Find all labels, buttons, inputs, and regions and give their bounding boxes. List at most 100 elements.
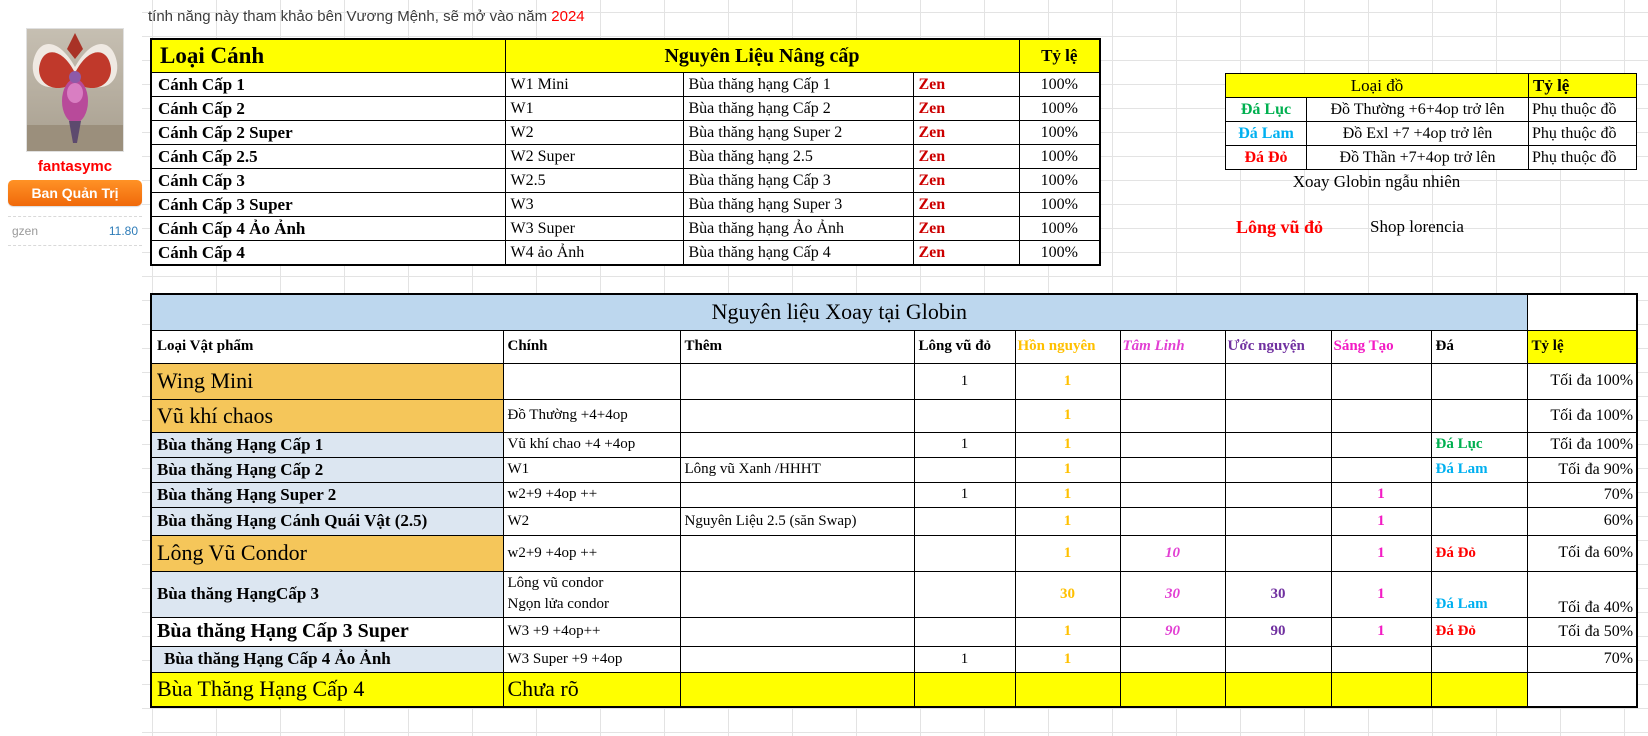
rate: 100%: [1018, 216, 1101, 241]
charm: Bùa thăng hạng 2.5: [682, 144, 914, 169]
craft-table-title-row: Nguyên liệu Xoay tại Globin: [150, 293, 1638, 331]
item-requirement: Đồ Thường +6+4op trở lên: [1306, 97, 1529, 122]
rate: 100%: [1018, 120, 1101, 145]
rate: 100%: [1018, 192, 1101, 217]
wing-name: Cánh Cấp 3 Super: [150, 192, 506, 217]
profile-card: fantasymc Ban Quản Trị gzen 11.80: [8, 28, 142, 246]
random-spin-note: Xoay Globin ngẫu nhiên: [1292, 172, 1461, 191]
table-row: Bùa thăng Hạng Cấp 2 W1 Lông vũ Xanh /HHHT…: [150, 456, 1638, 483]
avatar[interactable]: [26, 28, 124, 152]
currency: Zen: [912, 192, 1020, 217]
stone-name: Đá Lục: [1225, 97, 1307, 122]
table-row: Cánh Cấp 2.5 W2 Super Bùa thăng hạng 2.5 Ze…: [150, 144, 1101, 169]
stone-name: Đá Đỏ: [1225, 145, 1307, 170]
charm: Bùa thăng hạng Cấp 4: [682, 240, 914, 266]
craft-table-header: Loại Vật phẩm Chính Thêm Lông vũ đỏ Hồn …: [150, 329, 1638, 364]
stone-table: Loại đồ Tỷ lệ Đá Lục Đồ Thường +6+4op trở…: [1225, 73, 1637, 170]
item-name: Bùa Thăng Hạng Cấp 4: [150, 671, 504, 708]
item-type-header: Loại đồ: [1225, 73, 1529, 98]
table-row: Đá Lam Đồ Exl +7 +4op trở lên Phụ thuộc đồ: [1225, 121, 1637, 146]
table-row: Cánh Cấp 2 Super W2 Bùa thăng hạng Super 2…: [150, 120, 1101, 145]
item-name: Lông Vũ Condor: [150, 534, 504, 572]
wish-header: Ước nguyện: [1224, 329, 1332, 364]
role-badge: Ban Quản Trị: [8, 180, 142, 206]
item-name: Bùa thăng Hạng Cánh Quái Vật (2.5): [150, 506, 504, 536]
wing-name: Cánh Cấp 3: [150, 168, 506, 193]
wing-name: Cánh Cấp 2: [150, 96, 506, 121]
charm: Bùa thăng hạng Ảo Ảnh: [682, 216, 914, 241]
currency: Zen: [912, 240, 1020, 266]
post-note-year: 2024: [551, 8, 585, 25]
base-wing: W3 Super: [504, 216, 684, 241]
username[interactable]: fantasymc: [37, 158, 113, 175]
currency-value: 11.80: [108, 224, 138, 238]
item-requirement: Đồ Thần +7+4op trở lên: [1306, 145, 1529, 170]
rate-header: Tỷ lệ: [1528, 73, 1637, 98]
currency-row: gzen 11.80: [8, 216, 142, 246]
currency-label: gzen: [12, 224, 39, 238]
base-wing: W4 ảo Ảnh: [504, 240, 684, 266]
item-name: Vũ khí chaos: [150, 398, 504, 433]
charm: Bùa thăng hạng Cấp 1: [682, 72, 914, 97]
table-row: Cánh Cấp 4 Ảo Ảnh W3 Super Bùa thăng hạng …: [150, 216, 1101, 241]
soul-header: Hồn nguyên: [1014, 329, 1121, 364]
currency: Zen: [912, 72, 1020, 97]
currency: Zen: [912, 216, 1020, 241]
wing-upgrade-table: Loại Cánh Nguyên Liệu Nâng cấp Tỷ lệ Cán…: [150, 38, 1102, 266]
post-note: tính năng này tham khảo bên Vương Mệnh, …: [148, 8, 585, 25]
table-row: Bùa thăng Hạng Cấp 4 Ảo Ảnh W3 Super +9 +…: [150, 645, 1638, 673]
table-row: Bùa thăng Hạng Cánh Quái Vật (2.5) W2 Nguy…: [150, 506, 1638, 536]
item-requirement: Đồ Exl +7 +4op trở lên: [1306, 121, 1529, 146]
post-note-text: tính năng này tham khảo bên Vương Mệnh, …: [148, 8, 552, 25]
table-row: Cánh Cấp 3 W2.5 Bùa thăng hạng Cấp 3 Zen 100…: [150, 168, 1101, 193]
table-row: Bùa thăng HạngCấp 3 Lông vũ condor Ngọn lử…: [150, 570, 1638, 618]
materials-header: Nguyên Liệu Nâng cấp: [504, 38, 1020, 73]
charm: Bùa thăng hạng Cấp 2: [682, 96, 914, 121]
item-name: Bùa thăng Hạng Cấp 3 Super: [150, 616, 504, 647]
craft-table-title: Nguyên liệu Xoay tại Globin: [150, 293, 1528, 331]
wing-table-header: Loại Cánh Nguyên Liệu Nâng cấp Tỷ lệ: [150, 38, 1101, 73]
stone-header: Đá: [1430, 329, 1528, 364]
table-row: Cánh Cấp 1 W1 Mini Bùa thăng hạng Cấp 1 Zen…: [150, 72, 1101, 97]
red-feather-label: Lông vũ đỏ: [1236, 217, 1324, 237]
rate: 100%: [1018, 96, 1101, 121]
empty-cell: [1526, 293, 1638, 331]
item-name: Bùa thăng Hạng Cấp 1: [150, 431, 504, 458]
red-feather-source: Shop lorencia: [1370, 217, 1464, 236]
main-header: Chính: [502, 329, 681, 364]
creation-header: Sáng Tạo: [1330, 329, 1432, 364]
rate-header: Tỷ lệ: [1526, 329, 1638, 364]
item-name: Bùa thăng Hạng Cấp 4 Ảo Ảnh: [150, 645, 504, 673]
wing-table-title: Loại Cánh: [150, 38, 506, 73]
item-name: Wing Mini: [150, 362, 504, 400]
currency: Zen: [912, 120, 1020, 145]
charm: Bùa thăng hạng Cấp 3: [682, 168, 914, 193]
base-wing: W3: [504, 192, 684, 217]
rate: 100%: [1018, 168, 1101, 193]
rate: Phụ thuộc đồ: [1528, 121, 1637, 146]
spirit-header: Tâm Linh: [1119, 329, 1226, 364]
item-name: Bùa thăng HạngCấp 3: [150, 570, 504, 618]
table-row: Vũ khí chaos Đồ Thường +4+4op 1 Tối đa 100%: [150, 398, 1638, 433]
stone-name: Đá Lam: [1225, 121, 1307, 146]
stone-table-header: Loại đồ Tỷ lệ: [1225, 73, 1637, 98]
table-row: Đá Lục Đồ Thường +6+4op trở lên Phụ thuộc …: [1225, 97, 1637, 122]
red-feather-header: Lông vũ đỏ: [913, 329, 1016, 364]
table-row: Bùa Thăng Hạng Cấp 4 Chưa rõ: [150, 671, 1638, 708]
wing-name: Cánh Cấp 2.5: [150, 144, 506, 169]
base-wing: W1: [504, 96, 684, 121]
currency: Zen: [912, 168, 1020, 193]
table-row: Bùa thăng Hạng Cấp 1 Vũ khí chao +4 +4op 1…: [150, 431, 1638, 458]
currency: Zen: [912, 144, 1020, 169]
table-row: Cánh Cấp 3 Super W3 Bùa thăng hạng Super 3…: [150, 192, 1101, 217]
item-name: Bùa thăng Hạng Super 2: [150, 481, 504, 508]
base-wing: W2: [504, 120, 684, 145]
table-row: Wing Mini 1 1 Tối đa 100%: [150, 362, 1638, 400]
rate: 100%: [1018, 72, 1101, 97]
rate: Phụ thuộc đồ: [1528, 145, 1637, 170]
item-name: Bùa thăng Hạng Cấp 2: [150, 456, 504, 483]
rate: Phụ thuộc đồ: [1528, 97, 1637, 122]
wing-name: Cánh Cấp 2 Super: [150, 120, 506, 145]
base-wing: W2.5: [504, 168, 684, 193]
